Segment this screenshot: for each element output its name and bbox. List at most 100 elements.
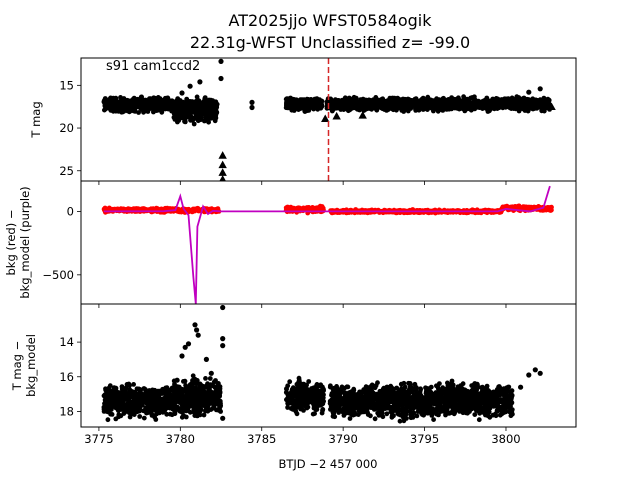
data-point <box>138 96 144 102</box>
data-point <box>209 114 214 119</box>
data-point <box>108 395 114 400</box>
data-point <box>143 394 149 400</box>
data-point <box>106 387 111 392</box>
data-point <box>358 101 364 107</box>
data-point <box>485 109 491 114</box>
data-point <box>194 94 200 100</box>
data-point <box>206 119 212 125</box>
data-point <box>155 399 161 405</box>
data-point <box>285 100 290 106</box>
chart-title-line2: 22.31g-WFST Unclassified z= -99.0 <box>190 33 470 52</box>
data-point <box>131 107 137 112</box>
data-point <box>138 397 144 402</box>
data-point <box>194 114 200 119</box>
data-point <box>122 404 128 409</box>
data-point <box>208 389 214 395</box>
data-point <box>314 97 319 103</box>
data-point <box>141 408 146 414</box>
data-point <box>176 110 182 116</box>
data-point <box>462 104 468 109</box>
data-point <box>137 414 143 419</box>
data-point <box>175 390 181 396</box>
upper-limit-marker <box>332 111 341 120</box>
data-point <box>426 101 431 107</box>
data-point <box>134 393 140 398</box>
data-point <box>196 107 202 112</box>
data-point <box>457 104 462 110</box>
upper-limit-marker <box>218 168 227 176</box>
data-point <box>545 98 551 104</box>
data-point <box>183 102 189 107</box>
data-point <box>134 100 140 106</box>
data-point <box>479 104 485 110</box>
data-point <box>106 398 111 404</box>
data-point <box>141 415 147 421</box>
data-point <box>183 396 189 401</box>
data-point <box>190 373 196 379</box>
data-point <box>315 205 321 211</box>
outlier-point <box>218 58 224 64</box>
data-point <box>204 104 210 110</box>
data-point <box>143 390 149 395</box>
plot-area <box>101 185 554 304</box>
data-point <box>183 109 189 115</box>
data-point <box>102 103 108 109</box>
data-point <box>159 109 165 115</box>
data-point <box>104 393 110 398</box>
outlier-point <box>218 75 224 82</box>
data-point <box>208 105 214 111</box>
data-point <box>147 389 153 395</box>
outlier-point <box>179 90 185 96</box>
data-point <box>495 100 500 105</box>
outlier-point <box>187 83 193 89</box>
axes-frame <box>80 180 577 305</box>
upper-limit-marker <box>218 151 227 159</box>
data-point <box>113 404 119 410</box>
data-point <box>153 392 159 397</box>
data-point <box>194 413 200 419</box>
upper-limit-marker <box>219 175 226 181</box>
y-tick-label: 0 <box>67 204 74 218</box>
data-point <box>154 411 159 417</box>
data-point <box>175 96 181 101</box>
data-point <box>468 95 474 101</box>
data-point <box>189 99 195 104</box>
data-point <box>411 99 417 105</box>
data-point <box>361 106 367 112</box>
data-point <box>188 117 193 123</box>
data-point <box>304 205 310 211</box>
chart-title-line1: AT2025jjo WFST0584ogik <box>228 11 432 30</box>
data-point <box>392 104 398 110</box>
data-point <box>138 402 144 408</box>
data-point <box>315 106 321 112</box>
data-point <box>473 101 479 106</box>
data-point <box>159 97 165 103</box>
data-point <box>453 104 458 110</box>
data-point <box>105 417 111 423</box>
data-point <box>524 100 530 106</box>
data-point <box>153 108 159 113</box>
data-point <box>435 108 441 114</box>
data-point <box>417 105 423 111</box>
data-point <box>449 106 454 112</box>
data-point <box>171 115 177 120</box>
data-point <box>543 101 548 107</box>
data-point <box>216 407 222 413</box>
data-point <box>120 206 126 212</box>
data-point <box>127 394 133 400</box>
data-point <box>128 403 134 409</box>
data-point <box>539 98 545 104</box>
data-point <box>201 99 207 104</box>
data-point <box>109 106 115 112</box>
data-point <box>512 97 518 103</box>
data-point <box>366 100 372 105</box>
data-point <box>468 102 473 107</box>
data-point <box>443 99 449 105</box>
data-point <box>508 204 514 210</box>
upper-limit-marker <box>358 111 367 119</box>
data-point <box>291 99 296 104</box>
data-point <box>173 107 179 112</box>
